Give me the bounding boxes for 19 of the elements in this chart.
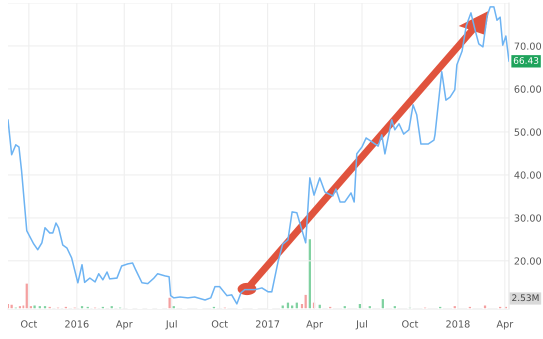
y-tick-label: 20.00 — [514, 257, 542, 265]
x-tick-label: Apr — [116, 320, 133, 330]
x-tick-label: Jul — [356, 320, 367, 330]
x-tick-label: Apr — [306, 320, 323, 330]
x-tick-label: Oct — [402, 320, 418, 328]
annotation: 66.43 — [514, 57, 538, 64]
y-tick-label: 70.00 — [514, 42, 542, 50]
text: 2.53M — [512, 294, 539, 302]
x-tick-label: Oct — [20, 320, 38, 328]
y-tick-label: 50.00 — [514, 128, 542, 136]
x-tick-label: Apr — [496, 320, 514, 330]
x-tick-label: 2016 — [65, 320, 89, 328]
x-tick-label: Jul — [165, 320, 177, 330]
y-tick-label: 40.00 — [514, 171, 542, 179]
x-tick-label: 2017 — [256, 320, 280, 328]
x-tick-label: Oct — [212, 320, 228, 328]
y-tick-label: 60.00 — [514, 85, 542, 93]
y-tick-label: 30.00 — [514, 214, 542, 222]
x-tick-label: 2018 — [446, 320, 470, 328]
